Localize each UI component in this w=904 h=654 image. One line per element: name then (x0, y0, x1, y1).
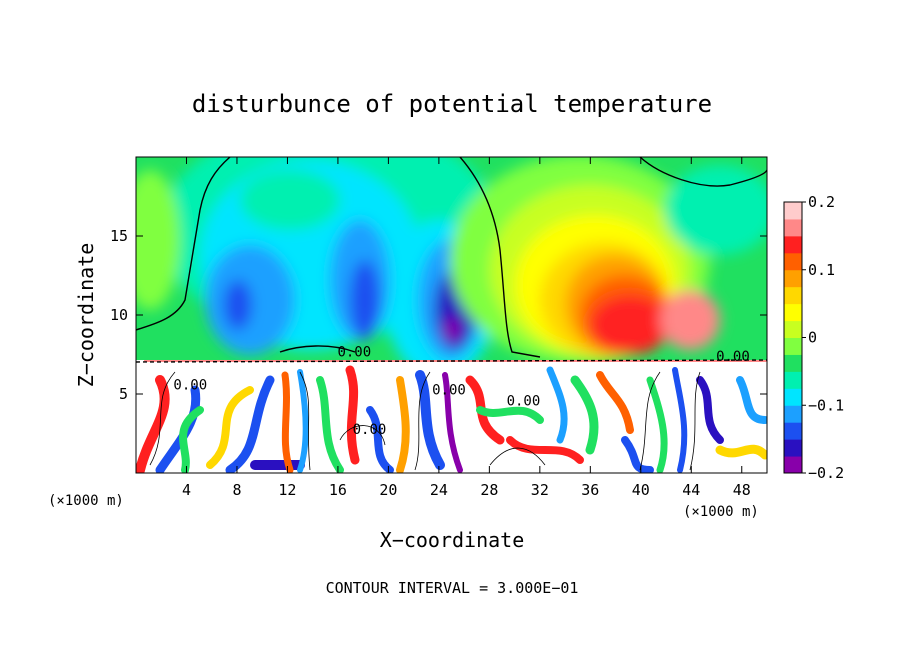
colorbar-swatch (784, 303, 802, 322)
colorbar (783, 201, 803, 474)
x-tick-label: 36 (581, 481, 599, 499)
colorbar-swatch (784, 422, 802, 440)
x-tick-label: 8 (232, 481, 241, 499)
colorbar-tick-label: 0.2 (808, 193, 835, 211)
colorbar-tick-label: 0 (808, 329, 817, 347)
colorbar-swatch (784, 439, 802, 457)
x-tick-label: 12 (278, 481, 296, 499)
contour-label: 0.00 (432, 382, 466, 398)
colorbar-swatch (784, 235, 802, 254)
colorbar-swatch (784, 252, 802, 271)
y-tick-label: 5 (119, 385, 128, 403)
x-tick-label: 32 (531, 481, 549, 499)
colorbar-swatch (784, 202, 802, 220)
colorbar-tick-label: −0.1 (808, 396, 844, 414)
contour-interval-note: CONTOUR INTERVAL = 3.000E−01 (326, 579, 579, 597)
contour-label: 0.00 (173, 378, 207, 394)
colorbar-swatch (784, 320, 802, 338)
x-tick-label: 20 (379, 481, 397, 499)
contour-label-layer: 0.00 0.00 0.00 0.00 0.00 0.00 (173, 344, 749, 437)
colorbar-tick-label: −0.2 (808, 464, 844, 482)
x-axis-ticks: 4 8 12 16 20 24 28 32 36 40 44 48 (182, 157, 751, 499)
x-tick-label: 40 (632, 481, 650, 499)
colorbar-swatch (784, 371, 802, 389)
colorbar-swatch (784, 286, 802, 305)
colorbar-swatch (784, 354, 802, 372)
colorbar-swatch (784, 218, 802, 237)
colorbar-tick-label: 0.1 (808, 261, 835, 279)
x-tick-label: 44 (682, 481, 700, 499)
x-axis-label: X−coordinate (380, 528, 525, 552)
y-axis-ticks: 5 10 15 (110, 227, 767, 403)
x-tick-label: 24 (430, 481, 448, 499)
x-tick-label: 28 (480, 481, 498, 499)
colorbar-swatch (784, 405, 802, 423)
colorbar-swatch (784, 388, 802, 406)
contour-label: 0.00 (353, 422, 387, 438)
contour-lines (136, 157, 767, 363)
x-tick-label: 4 (182, 481, 191, 499)
x-unit-right: (×1000 m) (683, 504, 759, 520)
x-tick-label: 16 (329, 481, 347, 499)
y-axis-label: Z−coordinate (74, 243, 98, 388)
x-unit-left: (×1000 m) (48, 493, 124, 509)
contour-label: 0.00 (716, 349, 750, 365)
heatmap-field (136, 157, 767, 473)
contour-label: 0.00 (337, 344, 371, 360)
colorbar-swatch (784, 337, 802, 355)
colorbar-swatch (784, 269, 802, 288)
y-tick-label: 15 (110, 227, 128, 245)
y-tick-label: 10 (110, 306, 128, 324)
x-tick-label: 48 (733, 481, 751, 499)
colorbar-ticks: 0.2 0.1 0 −0.1 −0.2 (802, 193, 844, 482)
chart-title: disturbunce of potential temperature (192, 90, 712, 118)
contour-label: 0.00 (507, 393, 541, 409)
colorbar-swatch (784, 456, 802, 474)
